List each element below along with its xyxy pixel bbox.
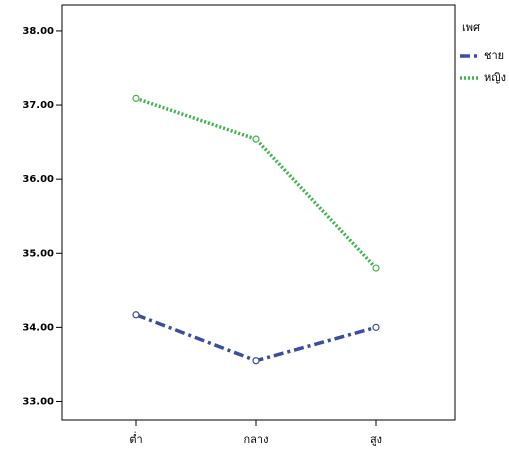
y-tick-label: 36.00 — [22, 174, 54, 185]
point — [372, 264, 380, 272]
y-tick-label: 38.00 — [22, 26, 54, 37]
legend-label: หญิง — [484, 71, 506, 84]
y-tick-label: 34.00 — [22, 322, 54, 333]
series-line — [135, 96, 378, 270]
legend-label: ชาย — [484, 49, 504, 62]
point — [372, 323, 380, 331]
point — [132, 311, 140, 319]
y-tick-label: 33.00 — [22, 396, 54, 407]
x-tick-label: สูง — [370, 433, 382, 446]
legend-title: เพศ — [462, 21, 480, 34]
y-tick-label: 37.00 — [22, 100, 54, 111]
y-tick-label: 35.00 — [22, 248, 54, 259]
series-line — [135, 313, 377, 363]
x-tick-label: กลาง — [244, 433, 269, 446]
plot-frame — [61, 4, 456, 421]
x-tick-label: ต่ำ — [129, 431, 142, 446]
point — [132, 94, 140, 102]
point — [252, 135, 260, 143]
point — [252, 357, 260, 365]
